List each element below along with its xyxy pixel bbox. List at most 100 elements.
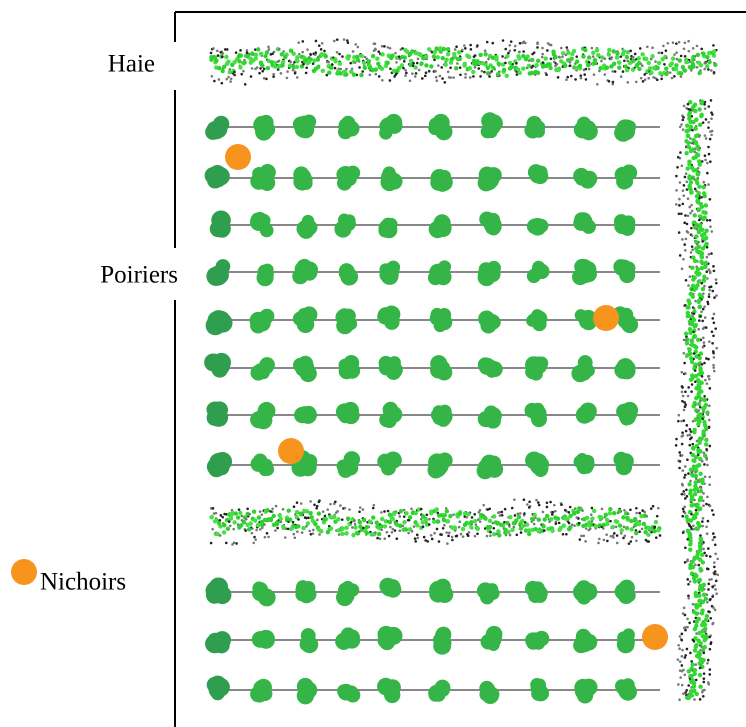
hedge-dot <box>675 57 679 61</box>
hedge-dot <box>689 679 695 685</box>
hedge-dot <box>561 532 565 536</box>
hedge-dot <box>417 68 421 72</box>
hedge-dot <box>709 642 713 646</box>
hedge-dot <box>684 129 689 134</box>
hedge-dot <box>448 513 453 519</box>
hedge-dot <box>432 49 438 55</box>
tree-blob <box>215 223 230 238</box>
hedge-dot <box>677 683 680 686</box>
hedge-dot <box>591 508 597 514</box>
hedge-dot <box>344 531 349 536</box>
hedge-dot <box>358 506 362 509</box>
tree-blob <box>529 453 548 472</box>
hedge-dot <box>313 522 318 527</box>
tree <box>335 308 358 335</box>
hedge-dot <box>515 67 521 72</box>
hedge-dot <box>684 151 689 156</box>
hedge-dot <box>535 498 538 502</box>
hedge-dot <box>536 46 539 49</box>
hedge-dot <box>520 523 525 529</box>
hedge-dot <box>472 518 478 524</box>
tree-blob <box>486 361 503 378</box>
hedge-dot <box>691 404 696 409</box>
hedge-dot <box>328 514 333 520</box>
hedge-dot <box>420 514 426 519</box>
hedge-dot <box>541 46 544 50</box>
hedge-dot <box>233 511 238 516</box>
hedge-dot <box>702 680 706 684</box>
hedge-dot <box>715 294 718 297</box>
hedge-dot <box>707 68 710 71</box>
hedge-dot <box>609 64 614 69</box>
hedge-dot <box>388 47 392 50</box>
hedge-dot <box>278 516 283 522</box>
tree <box>524 115 546 139</box>
hedge-dot <box>686 197 690 201</box>
hedge-dot <box>699 113 704 119</box>
hedge-dot <box>469 525 474 530</box>
hedge-dot <box>701 406 706 412</box>
hedge-dot <box>333 66 337 70</box>
hedge-dot <box>286 508 291 513</box>
hedge-dot <box>684 691 687 694</box>
hedge-dot <box>435 527 439 531</box>
hedge-dot <box>362 517 367 523</box>
tree <box>477 260 501 287</box>
hedge-dot <box>268 516 274 522</box>
hedge-dot <box>295 55 300 60</box>
hedge-dot <box>541 61 545 64</box>
hedge-dot <box>513 44 517 48</box>
hedge-dot <box>370 53 376 59</box>
hedge-dot <box>224 54 229 60</box>
hedge-dot <box>705 218 709 222</box>
tree <box>480 625 503 651</box>
hedge-dot <box>358 510 361 514</box>
tree <box>209 210 231 238</box>
hedge-dot <box>692 527 695 531</box>
hedge-dot <box>702 193 707 199</box>
hedge-dot <box>473 512 477 516</box>
tree-blob <box>434 175 451 192</box>
hedge-dot <box>314 51 318 54</box>
hedge-dot <box>633 52 637 56</box>
tree-blob <box>530 681 545 696</box>
hedge-dot <box>670 56 676 61</box>
hedge-dot <box>700 560 706 565</box>
hedge-dot <box>702 547 705 551</box>
hedge-dot <box>410 530 414 533</box>
hedge-dot <box>614 525 618 529</box>
hedge-dot <box>680 482 684 486</box>
hedge-dot <box>699 534 702 537</box>
hedge-dot <box>681 469 685 472</box>
hedge-dot <box>645 69 650 74</box>
hedge-dot <box>623 59 626 63</box>
hedge-dot <box>685 133 691 139</box>
hedge-dot <box>646 60 651 66</box>
hedge-dot <box>513 49 517 52</box>
hedge-dot <box>504 47 507 51</box>
hedge-dot <box>439 513 444 518</box>
hedge-dot <box>339 67 343 71</box>
hedge-dot <box>341 55 344 58</box>
hedge-dot <box>704 442 709 447</box>
hedge-dot <box>390 530 394 534</box>
hedge-dot <box>305 524 308 528</box>
hedge-dot <box>698 449 703 454</box>
hedge-dot <box>437 64 440 67</box>
hedge-dot <box>680 454 684 457</box>
hedge-dot <box>703 103 706 106</box>
hedge-dot <box>697 355 702 361</box>
hedge-dot <box>671 41 675 44</box>
hedge-dot <box>568 505 572 509</box>
hedge-dot <box>700 480 705 486</box>
hedge-dot <box>365 57 369 61</box>
hedge-dot <box>712 334 715 338</box>
hedge-dot <box>449 76 453 79</box>
hedge-dot <box>705 502 708 506</box>
hedge-dot <box>684 546 687 550</box>
hedge-dot <box>644 56 649 62</box>
hedge-dot <box>638 519 642 523</box>
hedge-dot <box>712 535 716 539</box>
hedge-dot <box>218 519 222 522</box>
hedge-dot <box>492 526 496 530</box>
